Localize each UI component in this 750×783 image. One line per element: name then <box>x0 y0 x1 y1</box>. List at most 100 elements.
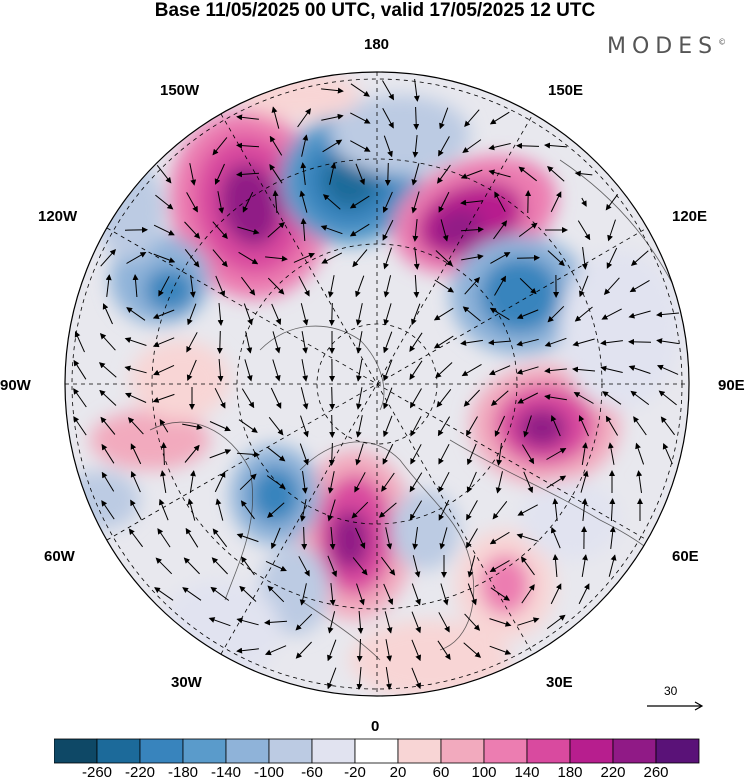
wind-vector <box>158 498 169 521</box>
wind-vector <box>494 191 506 212</box>
wind-vector <box>301 134 309 157</box>
lon-label-120e: 120E <box>672 208 708 225</box>
wind-vector <box>327 275 335 298</box>
wind-vector <box>578 583 590 605</box>
wind-vector <box>327 639 337 662</box>
wind-vector <box>212 528 228 548</box>
wind-vector <box>460 226 484 233</box>
colorbar-tick-label: 140 <box>514 764 540 781</box>
wind-vector <box>272 359 281 382</box>
wind-vector <box>544 337 567 347</box>
wind-vector <box>546 447 567 460</box>
wind-vector <box>516 254 540 261</box>
wind-vector <box>265 560 287 572</box>
wind-vector <box>409 360 423 381</box>
colorbar-tick-label: 20 <box>389 764 407 781</box>
colorbar-swatch <box>612 738 657 764</box>
wind-vector <box>271 106 280 129</box>
wind-vector <box>299 190 308 213</box>
lon-label-150w: 150W <box>160 82 200 99</box>
colorbar-tick-label: 220 <box>600 764 626 781</box>
anomaly-contour <box>250 467 300 523</box>
wind-vector <box>152 393 175 403</box>
wind-vector <box>267 277 285 295</box>
wind-vector <box>412 527 419 550</box>
wind-vector <box>662 442 673 465</box>
wind-vector <box>462 139 482 153</box>
wind-vector <box>385 667 392 690</box>
wind-vector <box>214 387 226 409</box>
wind-vector <box>656 311 680 318</box>
wind-vector <box>516 366 539 375</box>
brand-name: MODES <box>607 34 719 59</box>
wind-vector <box>130 470 141 493</box>
wind-vector <box>600 365 623 373</box>
wind-vector <box>523 415 532 438</box>
wind-vector <box>102 303 113 325</box>
wind-vector <box>606 247 618 269</box>
wind-vector <box>411 303 421 326</box>
wind-vector <box>240 276 256 296</box>
anomaly-contour <box>560 250 680 410</box>
wind-vector <box>378 502 397 518</box>
wind-vector <box>355 527 366 550</box>
colorbar-tick-label: -20 <box>344 764 366 781</box>
colorbar-tick-label: 100 <box>471 764 497 781</box>
wind-vector <box>435 362 453 379</box>
wind-vector <box>209 449 232 459</box>
lon-label-30w: 30W <box>171 674 202 691</box>
wind-vector <box>382 191 393 214</box>
wind-vector <box>603 277 620 295</box>
wind-vector <box>516 309 539 320</box>
wind-vector <box>238 419 258 433</box>
wind-vector <box>236 451 260 458</box>
wind-vector <box>383 247 392 270</box>
wind-vector <box>321 87 344 94</box>
wind-vector <box>212 221 228 240</box>
map-title: Base 11/05/2025 00 UTC, valid 17/05/2025… <box>154 0 596 21</box>
wind-vector <box>433 335 454 349</box>
wind-vector <box>547 166 565 182</box>
wind-vector <box>550 526 561 549</box>
colorbar-tick-label: 60 <box>432 764 450 781</box>
wind-vector <box>438 471 450 493</box>
wind-vector <box>328 442 335 466</box>
wind-vector <box>466 471 477 494</box>
wind-vector <box>189 470 196 493</box>
colorbar-swatch <box>354 738 399 764</box>
wind-vector <box>351 501 369 519</box>
wind-vector <box>628 310 651 319</box>
wind-vector <box>327 611 336 634</box>
wind-vector <box>488 339 512 346</box>
colorbar-tick-label: -60 <box>301 764 323 781</box>
wind-vector <box>189 163 197 186</box>
wind-vector <box>440 583 449 606</box>
wind-vector <box>466 500 478 521</box>
wind-vector <box>489 531 510 545</box>
wind-vector <box>605 415 619 436</box>
wind-vector <box>547 250 565 267</box>
colorbar-swatch <box>397 738 442 764</box>
wind-vector <box>460 339 483 346</box>
wind-vector <box>605 194 619 211</box>
wind-vector <box>156 164 172 184</box>
wind-vector <box>300 218 307 242</box>
wind-vector <box>580 470 589 493</box>
wind-vector <box>349 223 370 237</box>
wind-vector <box>409 388 422 409</box>
colorbar-swatch <box>225 738 270 764</box>
wind-vector <box>413 79 420 102</box>
wind-vector <box>552 498 559 521</box>
wind-vector <box>550 414 561 437</box>
wind-vector <box>413 274 420 298</box>
wind-vector <box>130 443 142 465</box>
wind-vector <box>74 330 85 353</box>
wind-vector <box>320 225 343 235</box>
wind-vector <box>295 641 312 659</box>
colorbar-swatch <box>54 738 98 764</box>
wind-vector <box>544 367 567 374</box>
wind-vector <box>409 500 423 521</box>
wind-vector <box>440 219 449 242</box>
wind-vector <box>412 135 419 158</box>
wind-vector <box>267 222 285 238</box>
